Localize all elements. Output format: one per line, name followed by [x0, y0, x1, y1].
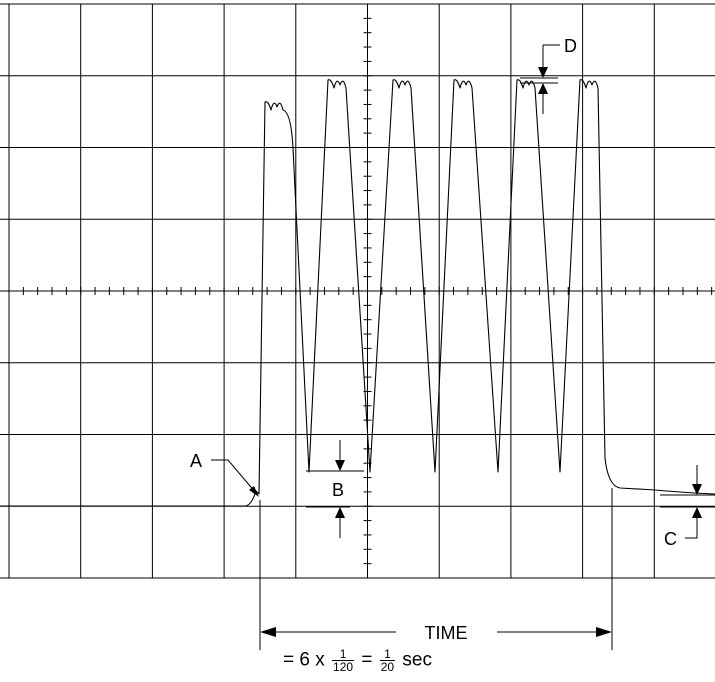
formula-lead: = 6 x — [283, 649, 325, 671]
label-d: D — [564, 36, 577, 56]
label-a: A — [190, 451, 202, 471]
label-b: B — [332, 480, 344, 500]
time-dimension: TIME — [259, 488, 613, 650]
fraction-2-numerator: 1 — [379, 648, 396, 661]
fraction-1-20: 1 20 — [379, 648, 396, 674]
fraction-1-denominator: 120 — [333, 660, 354, 674]
dimension-b: B — [306, 440, 364, 538]
time-label: TIME — [425, 623, 468, 643]
dimension-c: C — [660, 465, 715, 549]
formula-unit: sec — [402, 649, 432, 671]
fraction-2-denominator: 20 — [380, 660, 395, 674]
annotation-a: A — [190, 451, 259, 497]
time-formula: = 6 x 1 120 = 1 20 sec — [0, 648, 715, 673]
fraction-1-120: 1 120 — [332, 648, 355, 674]
label-c: C — [664, 529, 677, 549]
graticule-ticks — [8, 3, 713, 579]
fraction-1-numerator: 1 — [332, 648, 355, 661]
waveform-trace — [0, 79, 715, 507]
graticule-grid — [0, 3, 715, 579]
dimension-d: D — [520, 36, 577, 114]
formula-equals: = — [361, 649, 373, 671]
